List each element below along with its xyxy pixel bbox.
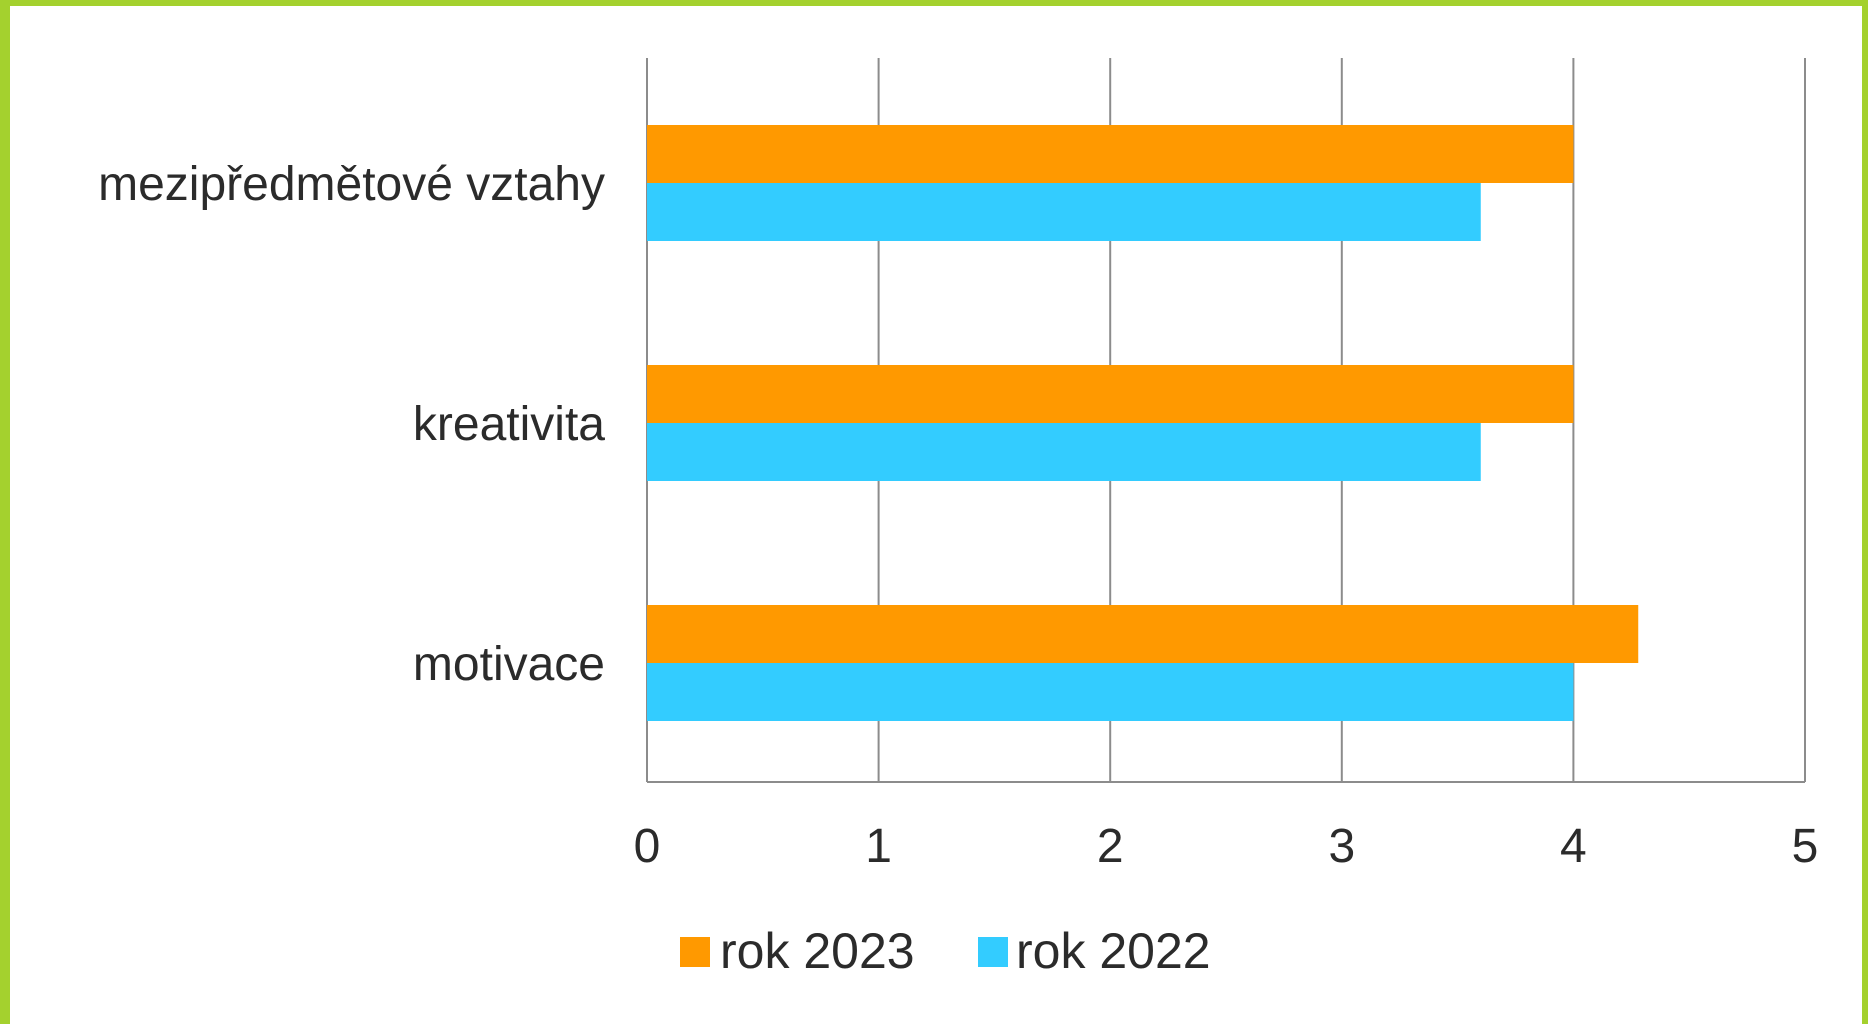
bar-rok-2022-0 xyxy=(647,183,1481,241)
x-tick-label: 4 xyxy=(1560,820,1587,873)
bar-rok-2023-0 xyxy=(647,125,1574,183)
category-label: motivace xyxy=(413,638,605,691)
legend-swatch xyxy=(978,937,1008,967)
x-tick-label: 2 xyxy=(1097,820,1124,873)
bars xyxy=(647,125,1639,721)
legend-swatch xyxy=(680,937,710,967)
category-label: mezipředmětové vztahy xyxy=(98,158,605,211)
legend-label: rok 2022 xyxy=(1016,923,1211,979)
x-tick-label: 0 xyxy=(634,820,661,873)
x-tick-label: 1 xyxy=(865,820,892,873)
bar-rok-2023-1 xyxy=(647,365,1574,423)
x-tick-labels: 0 1 2 3 4 5 xyxy=(634,820,1819,873)
legend-label: rok 2023 xyxy=(720,923,915,979)
category-label: kreativita xyxy=(413,398,605,451)
x-tick-label: 3 xyxy=(1328,820,1355,873)
bar-rok-2022-2 xyxy=(647,663,1574,721)
bar-rok-2022-1 xyxy=(647,423,1481,481)
category-labels: mezipředmětové vztahy kreativita motivace xyxy=(98,158,605,691)
bar-rok-2023-2 xyxy=(647,605,1639,663)
x-tick-label: 5 xyxy=(1792,820,1819,873)
legend: rok 2023 rok 2022 xyxy=(680,923,1211,979)
